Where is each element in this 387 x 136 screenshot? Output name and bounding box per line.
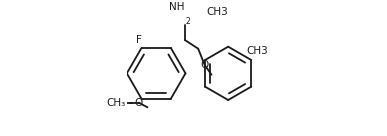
Text: NH: NH	[170, 2, 185, 12]
Text: O: O	[201, 60, 209, 70]
Text: CH₃: CH₃	[106, 98, 125, 108]
Text: CH3: CH3	[206, 7, 228, 17]
Text: O: O	[135, 98, 143, 108]
Text: 2: 2	[185, 17, 190, 26]
Text: CH3: CH3	[246, 46, 268, 56]
Text: F: F	[136, 35, 142, 45]
